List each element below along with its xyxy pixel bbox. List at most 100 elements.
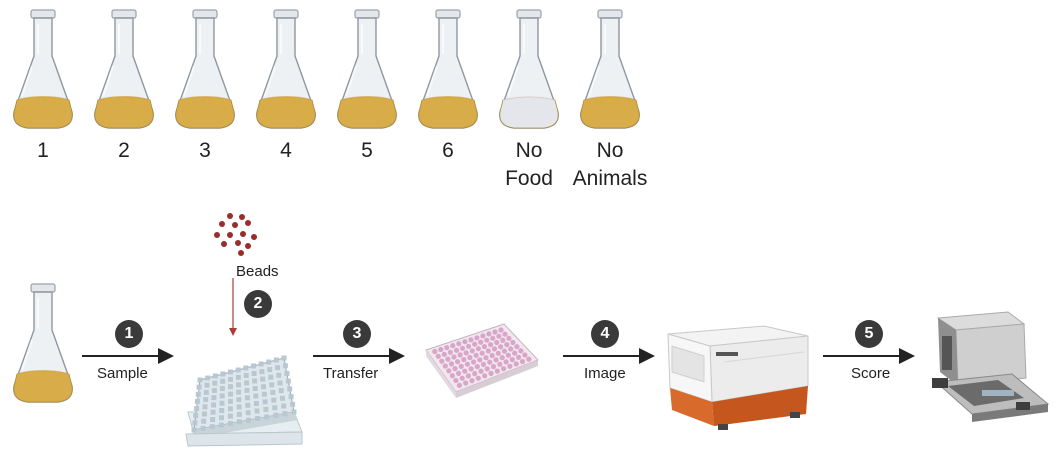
flask-label-8: No Animals <box>572 139 648 190</box>
plate-well <box>463 380 469 386</box>
deep-well <box>235 374 241 380</box>
plate-well <box>516 354 522 360</box>
plate-well <box>458 363 464 369</box>
deep-well <box>272 405 278 411</box>
plate-well <box>498 344 504 350</box>
plate-well <box>503 359 509 365</box>
plate-well <box>507 363 513 369</box>
deep-well <box>195 391 201 397</box>
plate-well <box>469 348 475 354</box>
deep-well <box>273 357 279 363</box>
step-2-badge: 2 <box>244 290 272 318</box>
plate-well <box>446 368 452 374</box>
deep-well <box>236 411 242 417</box>
deep-well <box>228 391 233 397</box>
plate-well <box>438 346 444 353</box>
deep-well <box>192 420 198 426</box>
plate-well <box>474 364 480 370</box>
deep-well <box>262 399 268 405</box>
deep-well <box>200 425 206 431</box>
plate-well <box>482 373 488 379</box>
plate-well <box>457 352 463 358</box>
deep-well <box>205 375 211 381</box>
deep-well <box>263 406 269 412</box>
plate-well <box>465 373 471 379</box>
imaging-instrument <box>667 325 809 430</box>
deep-well <box>203 397 209 403</box>
flask-label-4: 4 <box>280 139 292 162</box>
plate-well <box>481 344 488 350</box>
deep-well <box>235 367 241 373</box>
plate-well <box>489 352 495 359</box>
deep-well <box>227 398 233 404</box>
plate-well <box>469 378 475 384</box>
plate-well <box>483 355 489 361</box>
deep-well <box>277 380 283 386</box>
plate-well <box>500 337 506 343</box>
deep-well <box>219 415 224 421</box>
plate-well <box>459 345 466 351</box>
plate-well <box>473 352 479 358</box>
plate-well <box>459 375 465 381</box>
deep-well <box>191 427 197 433</box>
plate-well <box>495 350 501 356</box>
step-5-badge: 5 <box>855 320 883 348</box>
deep-well <box>219 408 225 413</box>
deep-well <box>287 386 293 392</box>
plate-well <box>491 346 498 352</box>
plate-well <box>485 348 491 354</box>
plate-well <box>486 331 492 337</box>
deep-well <box>203 389 209 395</box>
plate-well <box>452 366 458 372</box>
deep-well <box>219 393 225 399</box>
flask-label-5: 5 <box>361 139 373 162</box>
plate-well <box>449 373 455 379</box>
deep-well <box>269 382 275 388</box>
plate-well <box>475 346 481 352</box>
deep-well <box>270 389 276 395</box>
deep-well <box>197 377 203 383</box>
deep-well <box>253 393 259 399</box>
step-4-arrow <box>563 348 655 364</box>
plate-well <box>478 368 484 374</box>
flask-8 <box>580 9 640 129</box>
plate-well <box>474 335 480 341</box>
plate-well <box>484 366 490 372</box>
plate-well <box>512 350 518 356</box>
deep-well <box>236 404 242 410</box>
plate-well <box>501 366 507 372</box>
microscope <box>932 311 1050 422</box>
plate-well <box>461 357 467 363</box>
deep-well <box>268 374 274 380</box>
deep-well <box>201 411 207 417</box>
deep-well <box>194 398 200 404</box>
deep-well <box>245 410 251 416</box>
plate-well <box>472 371 478 377</box>
plate-well <box>441 351 447 357</box>
plate-well <box>522 352 528 358</box>
flask-3 <box>175 9 235 129</box>
flask-6 <box>418 9 478 129</box>
plate-well <box>501 348 508 354</box>
deep-well <box>251 363 256 369</box>
deep-well <box>219 386 225 392</box>
plate-well <box>477 357 483 363</box>
plate-well <box>519 358 526 365</box>
deep-well <box>258 361 264 367</box>
plate-well <box>453 377 459 384</box>
plate-well <box>478 339 484 345</box>
deep-well <box>209 424 215 430</box>
flask-label-3: 3 <box>199 139 211 162</box>
plate-well <box>475 375 481 381</box>
plate-well <box>467 354 473 361</box>
beads-dots <box>214 213 257 256</box>
deep-well <box>267 367 273 373</box>
plate-well <box>505 352 511 358</box>
plate-well <box>471 359 477 365</box>
beads-arrow <box>229 278 237 336</box>
deep-well <box>204 382 210 388</box>
plate-well <box>456 341 462 347</box>
plate-well <box>526 356 532 362</box>
plate-well <box>493 357 499 363</box>
deep-well <box>264 414 270 420</box>
